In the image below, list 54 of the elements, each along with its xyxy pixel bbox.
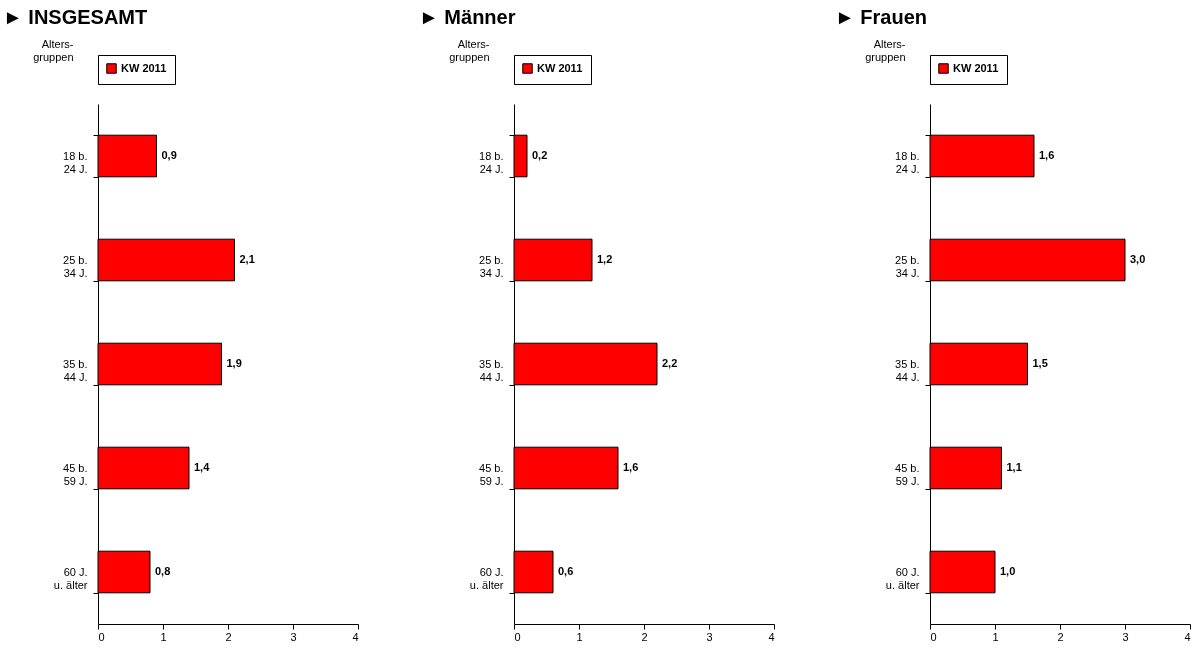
legend-label: KW 2011 (537, 61, 583, 74)
y-tick-label: 35 b. 44 J. (63, 357, 88, 383)
data-label: 0,8 (155, 565, 171, 577)
x-tick-label: 4 (768, 630, 775, 643)
chart-title: ► Männer (419, 6, 516, 28)
x-tick-label: 3 (290, 630, 297, 643)
y-tick-label: 18 b. 24 J. (479, 149, 504, 175)
data-label: 1,0 (1000, 565, 1016, 577)
x-tick-label: 1 (160, 630, 167, 643)
x-tick-label: 1 (992, 630, 999, 643)
y-tick-label: 18 b. 24 J. (895, 149, 920, 175)
data-label: 1,5 (1032, 357, 1048, 369)
x-tick-label: 0 (514, 630, 521, 643)
y-tick-label: 45 b. 59 J. (63, 461, 88, 487)
x-tick-label: 2 (225, 630, 232, 643)
y-tick-label: 25 b. 34 J. (63, 253, 88, 279)
x-tick-label: 0 (98, 630, 105, 643)
data-label: 3,0 (1130, 253, 1146, 265)
y-tick-label: 60 J. u. älter (53, 565, 88, 591)
y-tick-label: 18 b. 24 J. (63, 149, 88, 175)
y-tick-label: 60 J. u. älter (885, 565, 920, 591)
data-label: 1,4 (194, 461, 211, 473)
y-axis-title: Alters- gruppen (865, 37, 906, 63)
data-label: 2,1 (239, 253, 255, 265)
x-tick-label: 4 (352, 630, 359, 643)
data-label: 1,2 (597, 253, 613, 265)
data-label: 1,6 (623, 461, 639, 473)
y-tick-label: 45 b. 59 J. (479, 461, 504, 487)
y-axis-title: Alters- gruppen (33, 37, 74, 63)
x-tick-label: 4 (1184, 630, 1191, 643)
x-tick-label: 2 (641, 630, 648, 643)
x-tick-label: 3 (706, 630, 713, 643)
y-tick-label: 60 J. u. älter (469, 565, 504, 591)
y-tick-label: 45 b. 59 J. (895, 461, 920, 487)
data-label: 1,6 (1039, 149, 1055, 161)
data-label: 1,1 (1006, 461, 1022, 473)
y-tick-label: 35 b. 44 J. (895, 357, 920, 383)
chart-title: ► Frauen (835, 6, 928, 28)
x-tick-label: 1 (576, 630, 583, 643)
data-label: 0,9 (161, 149, 177, 161)
data-label: 2,2 (662, 357, 678, 369)
chart-title: ► INSGESAMT (3, 6, 148, 28)
y-axis-title: Alters- gruppen (449, 37, 490, 63)
y-tick-label: 25 b. 34 J. (895, 253, 920, 279)
x-tick-label: 0 (930, 630, 937, 643)
y-tick-label: 35 b. 44 J. (479, 357, 504, 383)
x-tick-label: 2 (1057, 630, 1064, 643)
data-label: 1,9 (226, 357, 242, 369)
data-label: 0,2 (532, 149, 548, 161)
legend-label: KW 2011 (953, 61, 999, 74)
x-tick-label: 3 (1122, 630, 1129, 643)
y-tick-label: 25 b. 34 J. (479, 253, 504, 279)
data-label: 0,6 (558, 565, 574, 577)
legend-label: KW 2011 (121, 61, 167, 74)
